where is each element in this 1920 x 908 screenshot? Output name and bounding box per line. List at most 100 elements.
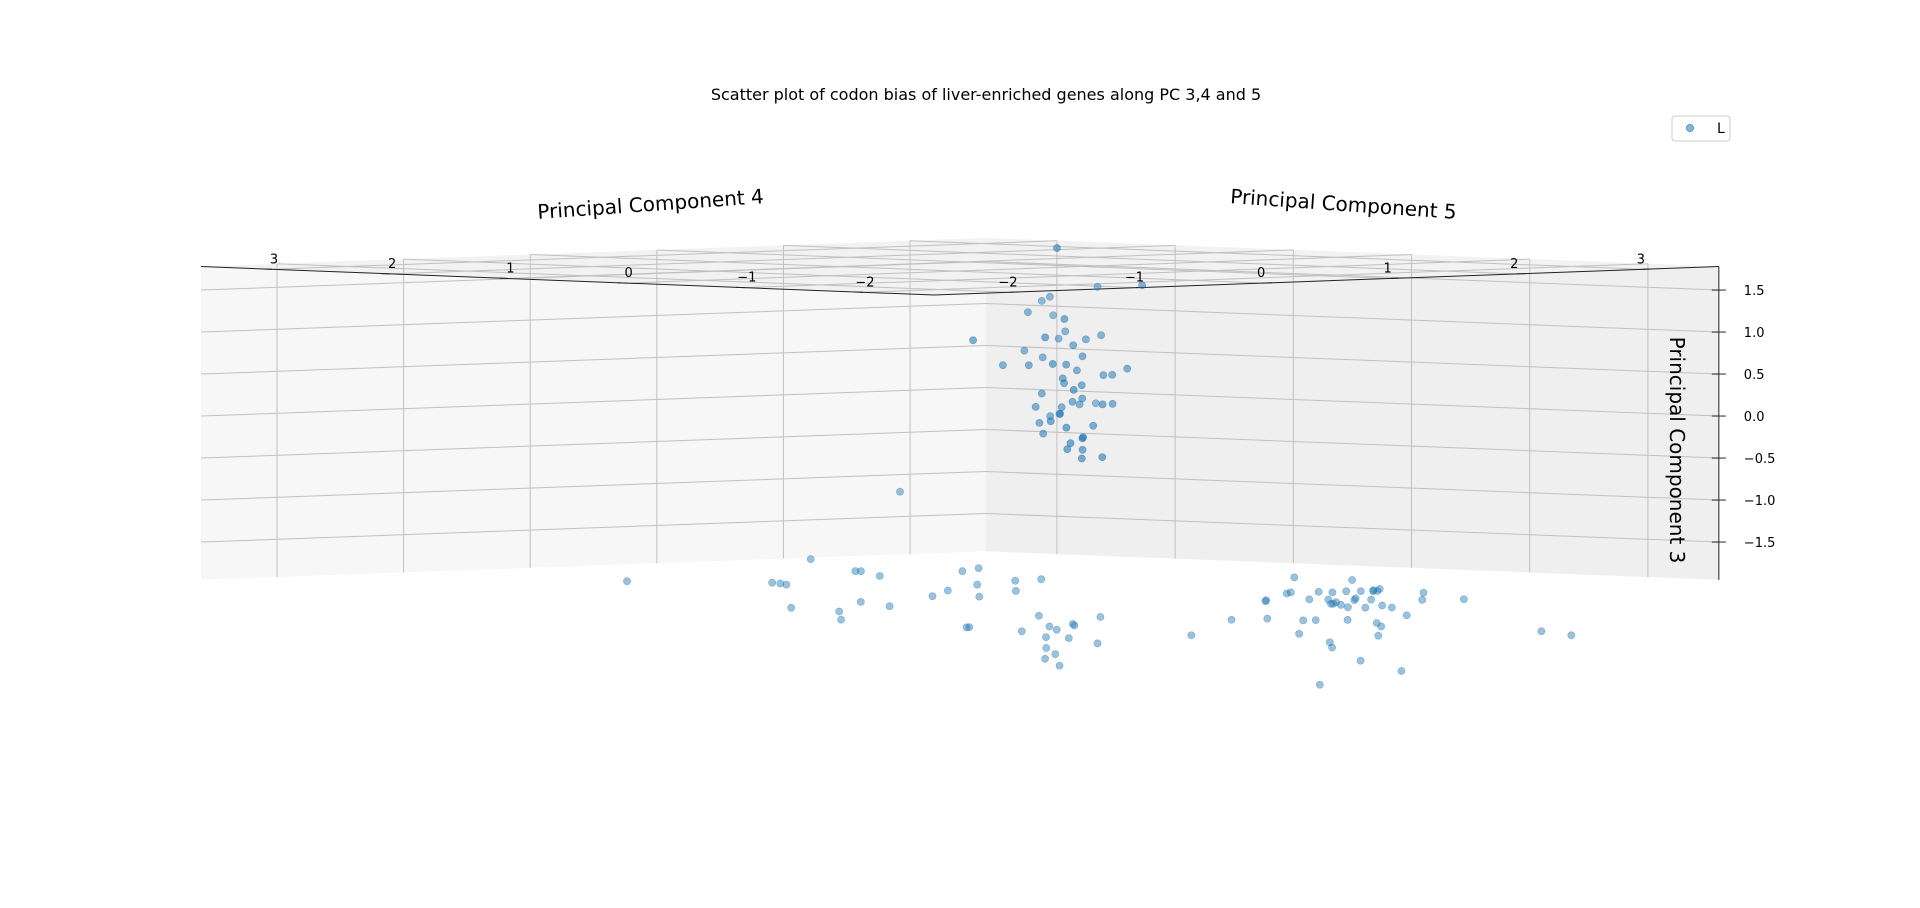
legend: L (1671, 115, 1731, 142)
data-point (1227, 615, 1236, 624)
data-point (1091, 399, 1100, 408)
data-point (1337, 601, 1345, 609)
data-point (1061, 327, 1070, 336)
data-point (1041, 333, 1050, 342)
data-point (1567, 631, 1576, 640)
data-point (1020, 346, 1029, 355)
data-point (851, 567, 860, 575)
data-point (1054, 334, 1063, 343)
z-tick-label: −0.5 (1744, 452, 1776, 467)
y-tick-label: 0 (624, 266, 632, 281)
data-point (1073, 366, 1081, 375)
data-point (1037, 389, 1046, 398)
data-point (768, 578, 777, 587)
z-tick-label: 0.5 (1744, 368, 1765, 383)
grid-line-z-right (985, 513, 1719, 543)
grid-line-z-right (985, 303, 1719, 333)
grid-line-z-left (201, 303, 987, 333)
data-point (1097, 331, 1105, 340)
grid-line-x-top (910, 240, 1643, 270)
legend-marker (1686, 124, 1694, 132)
data-point (1419, 588, 1428, 597)
x-tick-label: −2 (998, 275, 1017, 290)
grid-line-z-right (985, 261, 1719, 291)
data-point (776, 579, 785, 588)
data-point (1418, 596, 1427, 604)
data-point (1262, 596, 1270, 605)
grid-line-x-top (403, 258, 1137, 289)
data-point (1041, 654, 1049, 663)
data-point (1537, 627, 1546, 636)
data-point (1108, 399, 1117, 408)
data-point (1290, 573, 1299, 582)
y-tick-label: 3 (270, 252, 278, 267)
data-point (1039, 429, 1048, 438)
grid-line-z-left (201, 345, 987, 375)
grid-line-z-left (201, 429, 987, 459)
data-point (1049, 311, 1058, 320)
data-point (1096, 613, 1105, 621)
data-point (885, 602, 894, 611)
data-point (999, 361, 1007, 370)
grid-line-y-top (744, 258, 1530, 289)
data-point (875, 572, 884, 580)
data-point (1356, 656, 1365, 665)
data-point (1329, 599, 1338, 608)
data-point (1299, 616, 1308, 625)
grid-line-z-left (201, 513, 987, 543)
z-tick-label: 1.0 (1744, 326, 1765, 341)
data-point (806, 555, 815, 563)
z-tick-label: 0.0 (1744, 410, 1765, 425)
data-point (857, 567, 865, 576)
data-point (1045, 622, 1054, 631)
legend-label: L (1717, 121, 1725, 137)
x-axis-label: Principal Component 4 (537, 184, 765, 224)
data-point (1187, 631, 1196, 640)
x-axis-line (933, 266, 1719, 296)
data-point (1031, 402, 1040, 411)
data-point (1062, 423, 1071, 432)
data-point (1327, 600, 1335, 608)
data-point (965, 623, 974, 631)
data-point (1052, 625, 1061, 634)
data-point (1397, 667, 1406, 675)
data-point (1350, 596, 1359, 604)
data-point (1377, 622, 1386, 631)
grid-line-x-top (783, 244, 1517, 275)
grid-line-z-left (201, 471, 987, 501)
data-point (1046, 417, 1055, 426)
data-point (1261, 597, 1270, 606)
grid-line-x-top (656, 249, 1390, 279)
y-tick-label: 2 (388, 257, 396, 272)
data-point (1357, 587, 1365, 595)
data-point (1024, 308, 1032, 317)
data-point (1012, 587, 1020, 595)
data-point (1048, 360, 1057, 368)
data-point (958, 567, 967, 576)
data-point (1460, 595, 1468, 604)
z-axis-label: Principal Component 3 (1665, 337, 1689, 564)
grid-line-y-top (862, 263, 1648, 293)
x-tick-label: 1 (1384, 262, 1392, 277)
data-point (1314, 588, 1323, 596)
data-point (1295, 629, 1303, 638)
pane-left (201, 238, 987, 580)
y-tick-label: −1 (737, 271, 756, 286)
data-point (1011, 576, 1020, 585)
pane-right (986, 238, 1719, 580)
data-point (1305, 595, 1314, 604)
data-point (1035, 611, 1043, 620)
chart-title: Scatter plot of codon bias of liver-enri… (711, 85, 1261, 104)
pane-top (201, 238, 1719, 295)
data-point (837, 615, 845, 624)
data-point (1378, 601, 1386, 610)
data-point (623, 577, 631, 586)
data-point (928, 592, 937, 601)
grid-line-z-right (985, 345, 1719, 375)
data-point (1078, 394, 1087, 403)
data-point (1138, 281, 1146, 290)
data-point (969, 336, 977, 345)
data-points (623, 244, 1576, 689)
data-point (1311, 616, 1320, 624)
